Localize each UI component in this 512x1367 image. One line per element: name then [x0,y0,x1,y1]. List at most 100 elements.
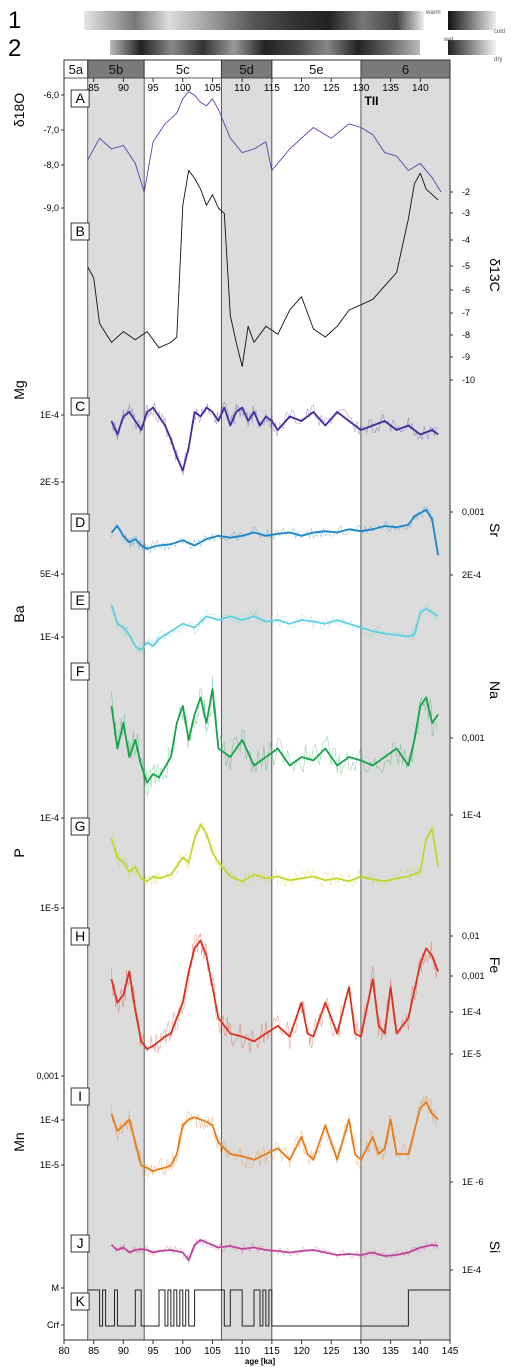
top-axis-tick-label: 115 [264,83,280,94]
series-line [87,169,439,368]
y-tick-label: Crf [47,1320,59,1330]
stage-bands: 5a 5b 5c 5d 5e 6 [63,59,451,1340]
bar1-number: 1 [8,7,21,34]
y-tick-label: -4 [462,235,470,245]
y-tick-label: -2 [462,187,470,197]
panel-G: G 1E-4 1E-5 P [11,813,439,913]
top-axis-tick-label: 140 [412,83,429,94]
panel-E: E 5E-4 1E-4 Ba [11,569,439,655]
y-tick-label: 0,001 [36,1071,59,1081]
panel-variable-name: Si [487,1241,503,1253]
y-tick-label: -8,0 [43,160,59,170]
y-tick-label: 1E-5 [40,1160,59,1170]
y-tick-label: 1E-4 [40,410,59,420]
x-axis-tick-label: 100 [174,1346,191,1357]
stage-label-5e: 5e [309,62,323,77]
stage-band-5d [221,78,272,1340]
panel-variable-name: δ13C [487,258,503,291]
panel-variable-name: δ18O [11,93,27,127]
panel-letter-box [70,1234,90,1253]
y-tick-label: 1E -6 [462,1177,484,1187]
bar2-key [448,40,496,55]
panel-A: A -6,0 -7,0 -8,0 -9,0 δ18O [11,89,442,213]
top-axis-tick-label: 130 [353,83,370,94]
termination-label: TII [364,94,378,108]
panel-letter: I [78,1088,82,1104]
y-tick-label: -3 [462,208,470,218]
x-axis-tick-label: 130 [353,1346,370,1357]
series-line [110,604,439,651]
panel-letter: A [75,90,85,106]
bar2-top-label: wet [443,37,454,43]
mineralogy-step-line [87,1289,450,1327]
panel-variable-name: Sr [487,523,503,537]
stage-band-5b [87,78,145,1340]
series-line [110,939,439,1050]
y-tick-label: -5 [462,261,470,271]
top-axis-tick-label: 95 [148,83,160,94]
panel-letter-box [70,927,90,946]
top-axis-tick-label: 100 [174,83,191,94]
gradient-bars: 1 warm cold 2 wet dry [8,7,505,63]
panel-letter-box [70,817,90,836]
series-line [87,91,442,193]
panel-letter: G [75,818,86,834]
x-axis-tick-label: 145 [442,1346,459,1357]
axes: 85 90 95 100 105 110 115 120 125 130 135 140 80 85 90 9… [58,59,459,1357]
bar1-gradient [84,11,424,30]
plot-frame [63,59,451,1341]
y-tick-label: 0,001 [462,733,485,743]
top-axis-tick-label: 135 [382,83,399,94]
panel-H: H 0,01 0,001 1E-4 1E-5 Fe [70,927,503,1059]
raw-series-line [111,1238,438,1264]
top-axis-tick-label: 120 [293,83,310,94]
y-tick-label: 2E-4 [462,570,481,580]
panel-variable-name: Ba [11,605,27,622]
panel-variable-name: Mg [11,380,27,399]
y-tick-label: 2E-5 [40,477,59,487]
panel-letter-box [70,591,90,610]
panel-letter-box [70,397,90,416]
y-tick-label: -6 [462,285,470,295]
panel-letter-box [70,662,90,681]
top-axis-tick-label: 125 [323,83,340,94]
series-line [110,1239,439,1261]
y-tick-label: -9,0 [43,203,59,213]
x-axis-tick-label: 95 [148,1346,160,1357]
series-line [110,406,439,472]
raw-series-line [111,401,438,477]
y-tick-label: -6,0 [43,90,59,100]
stage-label-5a: 5a [69,62,84,77]
y-tick-label: 5E-4 [40,569,59,579]
panel-F: F 0,001 1E-4 Na [70,662,503,820]
panel-letter-box [70,1292,90,1311]
x-axis-tick-label: 125 [323,1346,340,1357]
y-tick-label: 1E-4 [462,810,481,820]
y-tick-label: M [52,1283,60,1293]
bar2-gradient [110,40,420,55]
x-axis-tick-label: 80 [58,1346,70,1357]
panel-letter: K [75,1293,85,1309]
panel-letter: B [75,223,84,239]
panel-variable-name: P [11,848,27,857]
y-tick-label: 1E-4 [40,632,59,642]
y-tick-label: 1E-5 [462,1049,481,1059]
y-tick-label: -7 [462,308,470,318]
panel-letter: C [75,398,85,414]
y-tick-label: 1E-4 [40,813,59,823]
raw-series-line [111,1094,438,1177]
panel-letter-box [70,222,90,241]
x-axis-tick-label: 110 [234,1346,250,1357]
stage-label-5b: 5b [109,62,123,77]
panel-letter: D [75,514,85,530]
y-tick-label: 1E-4 [40,1115,59,1125]
stage-band-6 [360,78,450,1340]
bar1-key [448,11,496,30]
top-axis-tick-label: 105 [204,83,221,94]
y-tick-label: 1E-5 [40,903,59,913]
panel-letter: F [76,663,85,679]
y-tick-label: -8 [462,330,470,340]
bar1-bottom-label: cold [494,29,505,35]
y-tick-label: 1E-4 [462,1265,481,1275]
